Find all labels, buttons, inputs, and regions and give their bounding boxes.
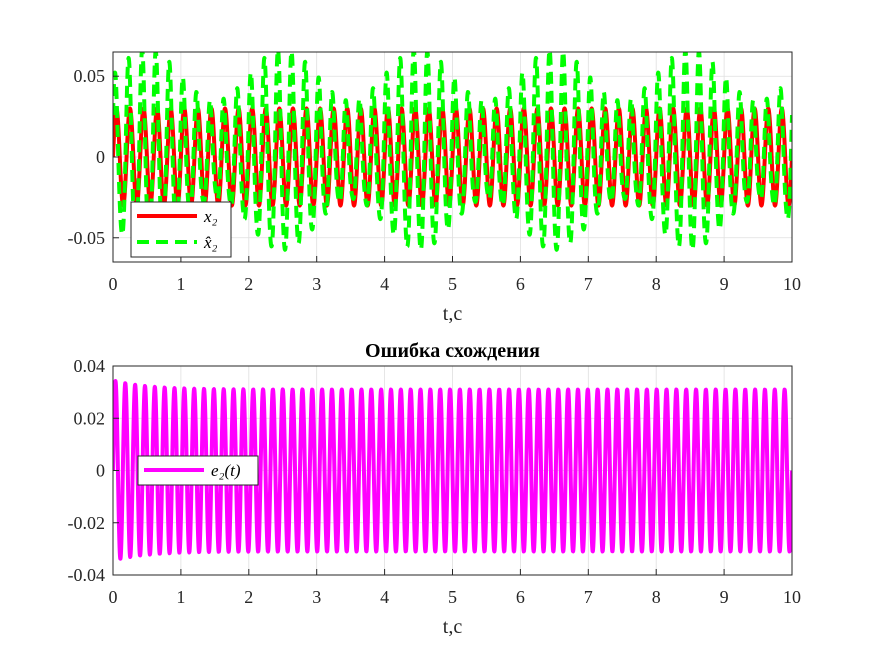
top-legend: x₂ x̂₂: [130, 201, 232, 258]
bottom-ytick-label: -0.02: [68, 513, 106, 533]
bottom-xtick-label: 4: [380, 587, 389, 607]
top-ytick-label: -0.05: [68, 228, 106, 248]
top-plot: 0 1 2 3 4 5 6 7 8 9 10 0.05 0 -0.05 t,c x₂ x̂₂: [68, 51, 802, 325]
bottom-xtick-label: 0: [109, 587, 118, 607]
bottom-legend: e₂(t): [137, 455, 259, 486]
top-xtick-label: 8: [652, 274, 661, 294]
top-xtick-label: 2: [244, 274, 253, 294]
bottom-xtick-label: 2: [244, 587, 253, 607]
top-xtick-label: 6: [516, 274, 525, 294]
bottom-plot: 0 1 2 3 4 5 6 7 8 9 10 0.04 0.02 0 -0.02 -0.04 Ошибка с…: [68, 340, 802, 638]
bottom-ytick-label: 0.02: [74, 408, 106, 428]
bottom-ytick-label: 0.04: [74, 356, 106, 376]
bottom-ytick-label: 0: [96, 461, 105, 481]
top-ytick-label: 0: [96, 147, 105, 167]
top-xtick-label: 7: [584, 274, 593, 294]
bottom-xtick-label: 6: [516, 587, 525, 607]
bottom-xlabel: t,c: [443, 616, 463, 638]
top-legend-label-x2hat: x̂₂: [203, 233, 218, 252]
top-xlabel: t,c: [443, 303, 463, 325]
bottom-title: Ошибка схождения: [365, 340, 540, 362]
top-xtick-label: 0: [109, 274, 118, 294]
bottom-xtick-label: 8: [652, 587, 661, 607]
top-legend-box: [130, 201, 232, 258]
top-legend-label-x2: x₂: [203, 207, 218, 226]
top-plot-ticks: 0 1 2 3 4 5 6 7 8 9 10 0.05 0 -0.05: [68, 66, 802, 294]
top-plot-series: [113, 52, 792, 252]
top-xtick-label: 9: [720, 274, 729, 294]
bottom-plot-ticks: 0 1 2 3 4 5 6 7 8 9 10 0.04 0.02 0 -0.02 -0.04: [68, 356, 802, 607]
top-plot-clip: [113, 52, 792, 252]
bottom-legend-label-e2: e₂(t): [211, 461, 241, 480]
bottom-ytick-label: -0.04: [68, 565, 106, 585]
top-xtick-label: 4: [380, 274, 389, 294]
top-ytick-label: 0.05: [74, 66, 106, 86]
bottom-xtick-label: 10: [783, 587, 801, 607]
top-xtick-label: 3: [312, 274, 321, 294]
bottom-xtick-label: 9: [720, 587, 729, 607]
top-series-line-2: [113, 52, 792, 252]
bottom-xtick-label: 1: [176, 587, 185, 607]
top-xtick-label: 1: [176, 274, 185, 294]
bottom-xtick-label: 7: [584, 587, 593, 607]
bottom-xtick-label: 3: [312, 587, 321, 607]
top-xtick-label: 10: [783, 274, 801, 294]
top-xtick-label: 5: [448, 274, 457, 294]
bottom-xtick-label: 5: [448, 587, 457, 607]
